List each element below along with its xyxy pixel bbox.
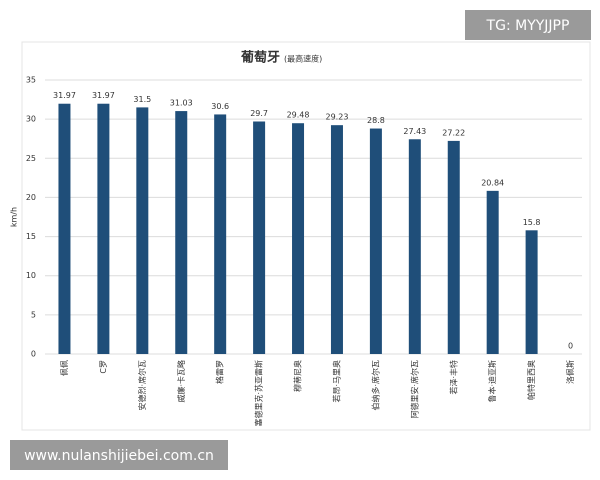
- x-tick-label: 若昂·马里奥: [331, 360, 341, 403]
- bar: [369, 128, 382, 354]
- y-tick-label: 35: [26, 76, 36, 85]
- y-tick-label: 30: [26, 115, 36, 124]
- value-label: 31.97: [92, 91, 115, 100]
- x-tick-label: 洛佩斯: [565, 360, 575, 384]
- value-label: 28.8: [367, 116, 385, 125]
- y-tick-label: 10: [26, 271, 36, 280]
- x-tick-label: 鲁本·迪亚斯: [487, 360, 497, 403]
- chart-subtitle: (最高速度): [284, 54, 322, 64]
- watermark: www.nulanshijiebei.com.cn: [24, 448, 214, 464]
- y-tick-label: 25: [26, 154, 36, 163]
- x-tick-label: 若泽·丰特: [448, 360, 458, 395]
- chart-title: 葡萄牙: [240, 50, 280, 66]
- y-tick-label: 15: [26, 232, 36, 241]
- x-tick-label: 伯纳多·席尔瓦: [370, 360, 380, 411]
- bar: [253, 121, 266, 355]
- y-tick-label: 5: [31, 310, 36, 319]
- bar: [447, 140, 460, 354]
- value-label: 0: [568, 342, 573, 351]
- y-axis-label: km/h: [10, 207, 19, 227]
- watermark-box: [465, 10, 591, 40]
- value-label: 29.48: [287, 111, 310, 120]
- x-tick-label: C罗: [99, 360, 108, 374]
- value-label: 30.6: [211, 102, 229, 111]
- x-tick-label: 阿德里安·席尔瓦: [409, 360, 419, 419]
- bar: [525, 230, 538, 354]
- x-tick-label: 格雷罗: [215, 360, 225, 384]
- value-label: 31.03: [170, 99, 193, 108]
- y-tick-label: 0: [31, 350, 36, 359]
- bar: [486, 190, 499, 354]
- y-tick-label: 20: [26, 193, 36, 202]
- bar: [330, 125, 343, 354]
- bar: [292, 123, 305, 354]
- bar: [97, 103, 110, 354]
- x-tick-label: 安德烈·席尔瓦: [137, 360, 147, 411]
- bar: [58, 103, 71, 354]
- bar: [408, 139, 421, 354]
- x-tick-label: 穆蒂尼奥: [293, 360, 303, 392]
- x-tick-label: 威廉·卡瓦略: [176, 360, 186, 403]
- x-tick-label: 佩佩: [60, 360, 69, 376]
- value-label: 31.97: [53, 91, 76, 100]
- value-label: 29.23: [326, 113, 349, 122]
- bar: [175, 111, 188, 354]
- value-label: 15.8: [523, 218, 541, 227]
- bar: [136, 107, 149, 355]
- x-tick-label: 塞德里克·苏亚雷斯: [254, 360, 264, 427]
- value-label: 29.7: [250, 109, 268, 118]
- value-label: 31.5: [133, 95, 151, 104]
- watermark-box: [10, 440, 228, 470]
- x-tick-label: 帕特里西奥: [526, 360, 536, 400]
- value-label: 20.84: [481, 178, 504, 187]
- value-label: 27.22: [442, 128, 465, 137]
- watermark: TG: MYYJJPP: [486, 18, 570, 34]
- bar: [214, 114, 227, 355]
- value-label: 27.43: [403, 127, 426, 136]
